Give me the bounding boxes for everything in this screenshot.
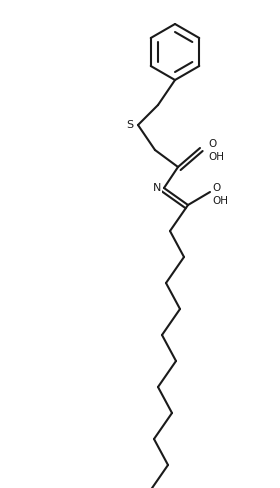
- Text: O: O: [208, 139, 216, 149]
- Text: OH: OH: [208, 152, 224, 162]
- Text: N: N: [153, 183, 161, 193]
- Text: S: S: [127, 120, 134, 130]
- Text: OH: OH: [212, 196, 228, 206]
- Text: O: O: [212, 183, 220, 193]
